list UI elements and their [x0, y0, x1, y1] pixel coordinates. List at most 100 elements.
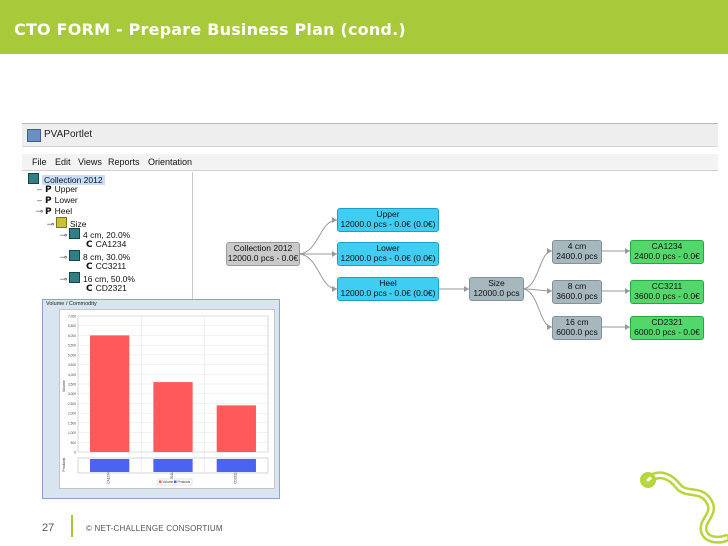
- tree-expand-icon[interactable]: ⊸: [59, 230, 68, 240]
- y-axis-label-products: Products: [62, 457, 66, 471]
- arrow-icon: [547, 324, 552, 330]
- size-icon: [56, 217, 67, 228]
- volume-chart-window: Volume / Commodity 0 500 1,000 1,500 2,000 2,…: [42, 299, 280, 499]
- tree-expand-icon[interactable]: ⊸: [35, 206, 44, 216]
- tree-item-label: Upper: [54, 184, 78, 194]
- y-tick-label: 1,500: [68, 421, 76, 425]
- tree-item-ca1234[interactable]: C CA1234: [86, 239, 126, 250]
- tree-item-16cm[interactable]: ⊸ 16 cm, 50.0%: [59, 272, 135, 285]
- tree-item-label: 8 cm, 30.0%: [83, 252, 131, 262]
- x-tick-label: CD2321: [233, 472, 237, 484]
- edge-root-heel: [297, 253, 338, 290]
- node-4cm[interactable]: 4 cm 2400.0 pcs: [552, 240, 602, 264]
- tree-item-4cm[interactable]: ⊸ 4 cm, 20.0%: [59, 228, 130, 241]
- chart-window-title: Volume / Commodity: [46, 301, 97, 307]
- tree-item-label: 16 cm, 50.0%: [83, 274, 135, 284]
- node-collection[interactable]: Collection 2012 12000.0 pcs - 0.0€: [226, 242, 300, 266]
- y-tick-label: 7,000: [68, 315, 76, 319]
- node-lower[interactable]: Lower 12000.0 pcs - 0.0€ (0.0€): [337, 242, 439, 266]
- product-structure-graph: Collection 2012 12000.0 pcs - 0.0€ Upper…: [194, 172, 718, 344]
- legend-swatch-volume: [159, 480, 162, 483]
- arrow-icon: [332, 251, 337, 257]
- chart-plot: 0 500 1,000 1,500 2,000 2,500 3,000 3,500 4,000 4…: [59, 309, 275, 489]
- y-tick-label: 2,500: [68, 402, 76, 406]
- tree-item-upper[interactable]: – P Upper: [35, 184, 78, 195]
- menu-file[interactable]: File: [32, 157, 47, 167]
- y-tick-label: 5,000: [68, 353, 76, 357]
- node-cd2321[interactable]: CD2321 6000.0 pcs - 0.0€: [630, 316, 704, 340]
- node-qty: 12000.0 pcs - 0.0€ (0.0€): [340, 288, 436, 298]
- app-icon: [27, 129, 41, 142]
- tree-item-label: 4 cm, 20.0%: [83, 230, 131, 240]
- products-bar: [216, 459, 256, 472]
- footer-copyright: © NET-CHALLENGE CONSORTIUM: [86, 524, 223, 533]
- y-tick-label: 500: [71, 441, 77, 445]
- tree-root-label: Collection 2012: [42, 175, 105, 185]
- variant-icon: [69, 250, 80, 261]
- y-tick-label: 1,000: [68, 431, 76, 435]
- node-name: Collection 2012: [233, 243, 293, 253]
- node-ca1234[interactable]: CA1234 2400.0 pcs - 0.0€: [630, 240, 704, 264]
- node-cc3211[interactable]: CC3211 3600.0 pcs - 0.0€: [630, 280, 704, 304]
- edge-root-upper: [297, 219, 338, 255]
- part-badge: P: [45, 207, 52, 217]
- arrow-icon: [332, 286, 337, 292]
- menu-reports[interactable]: Reports: [108, 157, 140, 167]
- menu-edit[interactable]: Edit: [55, 157, 71, 167]
- menu-views[interactable]: Views: [78, 157, 102, 167]
- node-upper[interactable]: Upper 12000.0 pcs - 0.0€ (0.0€): [337, 208, 439, 232]
- tree-item-heel[interactable]: ⊸ P Heel: [35, 206, 72, 217]
- node-qty: 2400.0 pcs: [556, 251, 598, 261]
- edge-size-16cm: [521, 288, 553, 328]
- node-8cm[interactable]: 8 cm 3600.0 pcs: [552, 280, 602, 304]
- products-bar: [153, 459, 193, 472]
- part-badge: P: [45, 196, 52, 206]
- x-tick-label: CA1234: [107, 472, 111, 484]
- tree-item-lower[interactable]: – P Lower: [35, 195, 78, 206]
- node-16cm[interactable]: 16 cm 6000.0 pcs: [552, 316, 602, 340]
- collection-icon: [28, 173, 39, 184]
- node-heel[interactable]: Heel 12000.0 pcs - 0.0€ (0.0€): [337, 277, 439, 301]
- products-bar: [90, 459, 130, 472]
- page-number: 27: [42, 522, 55, 534]
- tree-expand-icon[interactable]: –: [36, 184, 42, 194]
- node-qty: 6000.0 pcs - 0.0€: [634, 327, 700, 337]
- node-qty: 2400.0 pcs - 0.0€: [634, 251, 700, 261]
- tree-item-size[interactable]: ⊸ Size: [46, 217, 87, 230]
- tree-expand-icon[interactable]: ⊸: [59, 252, 68, 262]
- tree-root[interactable]: Collection 2012: [28, 173, 105, 185]
- tree-expand-icon[interactable]: ⊸: [46, 219, 55, 229]
- tree-item-cc3211[interactable]: C CC3211: [86, 261, 126, 272]
- tree-expand-icon[interactable]: ⊸: [59, 274, 68, 284]
- node-qty: 3600.0 pcs: [556, 291, 598, 301]
- y-tick-label: 2,000: [68, 412, 76, 416]
- footer-divider: [71, 515, 73, 537]
- tree-item-8cm[interactable]: ⊸ 8 cm, 30.0%: [59, 250, 130, 263]
- node-qty: 12000.0 pcs - 0.0€: [227, 253, 299, 263]
- net-challenge-logo: [640, 471, 728, 544]
- tree-item-label: Size: [70, 219, 87, 229]
- arrow-icon: [332, 217, 337, 223]
- volume-bar: [216, 405, 256, 452]
- volume-bar-chart: 0 500 1,000 1,500 2,000 2,500 3,000 3,500 4,000 4…: [62, 315, 269, 486]
- menu-bar: File Edit Views Reports Orientation: [22, 154, 718, 171]
- arrow-icon: [464, 286, 469, 292]
- product-badge: C: [86, 240, 93, 250]
- y-tick-label: 5,500: [68, 344, 76, 348]
- y-tick-label: 4,000: [68, 373, 76, 377]
- volume-bar: [153, 382, 193, 452]
- tree-expand-icon[interactable]: –: [36, 195, 42, 205]
- node-size[interactable]: Size 12000.0 pcs: [469, 277, 524, 301]
- node-name: 16 cm: [565, 317, 589, 327]
- y-tick-label: 3,000: [68, 392, 76, 396]
- y-tick-label: 3,500: [68, 383, 76, 387]
- legend-swatch-products: [174, 480, 177, 483]
- y-axis-label: Volume: [62, 380, 66, 392]
- node-name: CD2321: [651, 317, 683, 327]
- node-name: CC3211: [651, 281, 683, 291]
- node-name: Heel: [379, 278, 397, 288]
- menu-orientation[interactable]: Orientation: [148, 157, 193, 167]
- part-badge: P: [45, 185, 52, 195]
- node-name: Size: [488, 278, 505, 288]
- tree-item-cd2321[interactable]: C CD2321: [86, 283, 127, 294]
